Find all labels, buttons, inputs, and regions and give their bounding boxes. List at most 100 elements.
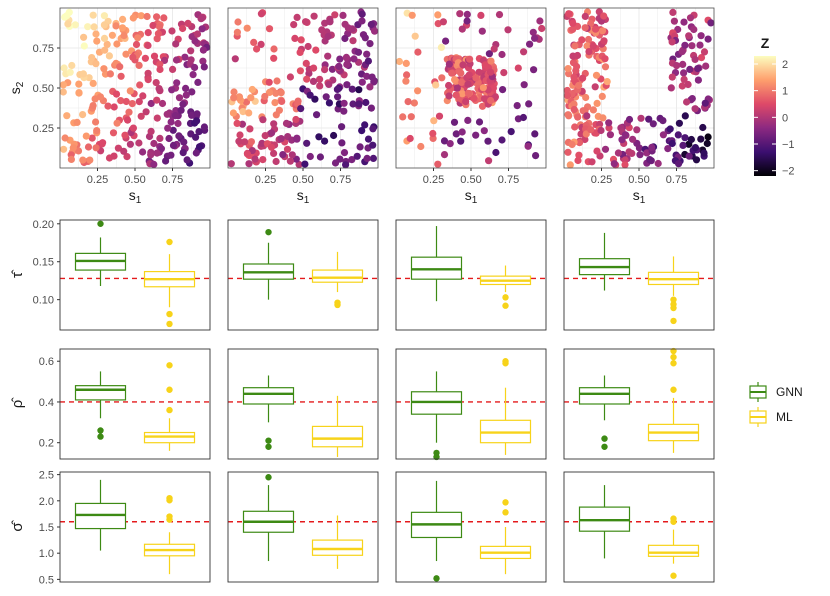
scatter-point <box>681 41 689 49</box>
scatter-point <box>248 85 256 94</box>
y-tick-label: 0.75 <box>33 43 54 55</box>
scatter-point <box>667 84 675 92</box>
scatter-point <box>417 142 425 151</box>
scatter-point <box>169 126 177 134</box>
box-panel-border <box>395 348 547 460</box>
scatter-point <box>485 157 493 165</box>
scatter-point <box>278 97 286 105</box>
scatter-point <box>188 88 196 96</box>
scatter-point <box>600 37 608 45</box>
scatter-point <box>326 18 334 26</box>
scatter-point <box>600 12 608 20</box>
scatter-point <box>678 48 686 56</box>
scatter-point <box>271 99 279 107</box>
scatter-point <box>349 100 357 108</box>
outlier-point <box>97 427 104 434</box>
scatter-point <box>584 35 593 44</box>
scatter-point <box>507 128 515 136</box>
scatter-point <box>687 135 696 144</box>
scatter-point <box>340 149 349 157</box>
scatter-point <box>519 113 528 122</box>
scatter-point <box>104 102 112 110</box>
scatter-point <box>187 47 195 55</box>
scatter-point <box>292 115 300 124</box>
scatter-point <box>191 63 199 72</box>
scatter-point <box>452 91 460 99</box>
scatter-point <box>536 17 544 25</box>
outlier-point <box>670 518 677 525</box>
scatter-point <box>277 135 285 143</box>
scatter-point <box>126 87 134 95</box>
scatter-point <box>303 75 311 83</box>
scatter-point <box>126 140 134 148</box>
estimate-boxplot-panels: τ̂ 0.10 0.15 0.20 ρ̂ 0.2 0.4 0.6 σ̂ 0.5 1.0 1.5 2.0 2… <box>9 219 715 586</box>
scatter-point <box>610 160 618 168</box>
scatter-point <box>571 123 579 131</box>
scatter-point <box>257 10 265 18</box>
box-panel-r1-c1 <box>59 219 211 331</box>
box-panel-border <box>563 348 715 460</box>
scatter-point <box>569 25 577 34</box>
scatter-point <box>531 34 539 42</box>
scatter-point <box>477 11 485 19</box>
y-tick-label: 1.0 <box>39 548 54 560</box>
scatter-point <box>141 54 149 62</box>
box-panel-r3-c4 <box>563 471 715 583</box>
box-panel-border <box>59 219 211 331</box>
scatter-point <box>295 160 303 169</box>
scatter-point <box>593 147 601 155</box>
box-ml <box>479 358 532 455</box>
scatter-point <box>581 24 589 32</box>
colorbar: Z 2 1 0 −1 −2 <box>754 35 795 178</box>
x-tick-label: 0.50 <box>628 174 649 186</box>
scatter-point <box>134 34 142 42</box>
scatter-point <box>199 57 207 65</box>
scatter-point <box>680 69 688 77</box>
scatter-point <box>163 110 171 118</box>
scatter-point <box>593 99 601 107</box>
scatter-point <box>459 61 467 69</box>
scatter-point <box>369 154 377 162</box>
scatter-point <box>492 148 500 157</box>
x-tick-label: 0.25 <box>255 174 276 186</box>
scatter-point <box>180 138 188 146</box>
scatter-point <box>139 92 147 100</box>
scatter-point <box>234 18 242 26</box>
outlier-point <box>670 296 677 303</box>
scatter-point <box>485 50 493 58</box>
scatter-point <box>529 28 537 36</box>
box-gnn <box>578 375 631 450</box>
box-iqr <box>311 425 364 448</box>
scatter-point <box>198 25 206 33</box>
scatter-point <box>165 134 173 143</box>
scatter-point <box>565 112 573 120</box>
box-iqr <box>311 269 364 283</box>
scatter-point <box>598 92 606 100</box>
scatter-point <box>60 145 68 153</box>
scatter-point <box>192 133 200 141</box>
y-tick-label: 0.20 <box>33 219 54 231</box>
outlier-point <box>265 437 272 444</box>
scatter-point <box>80 42 88 50</box>
scatter-point <box>571 42 579 50</box>
scatter-point <box>245 109 253 117</box>
scatter-point <box>304 42 312 51</box>
x-tick-label: 0.25 <box>87 174 108 186</box>
outlier-point <box>502 499 509 506</box>
scatter-point <box>450 118 459 126</box>
scatter-point <box>514 64 522 72</box>
scatter-point <box>306 152 314 161</box>
scatter-point <box>487 57 495 65</box>
scatter-point <box>73 118 81 126</box>
scatter-point <box>199 46 207 54</box>
scatter-point <box>318 26 326 34</box>
scatter-point <box>156 87 164 95</box>
scatter-point <box>129 14 137 22</box>
scatter-point <box>458 25 466 33</box>
scatter-point <box>129 124 137 132</box>
legend: GNN ML <box>749 382 803 427</box>
scatter-point <box>296 48 304 57</box>
scatter-point <box>354 48 363 56</box>
scatter-point <box>402 59 410 67</box>
box-gnn <box>242 375 295 450</box>
